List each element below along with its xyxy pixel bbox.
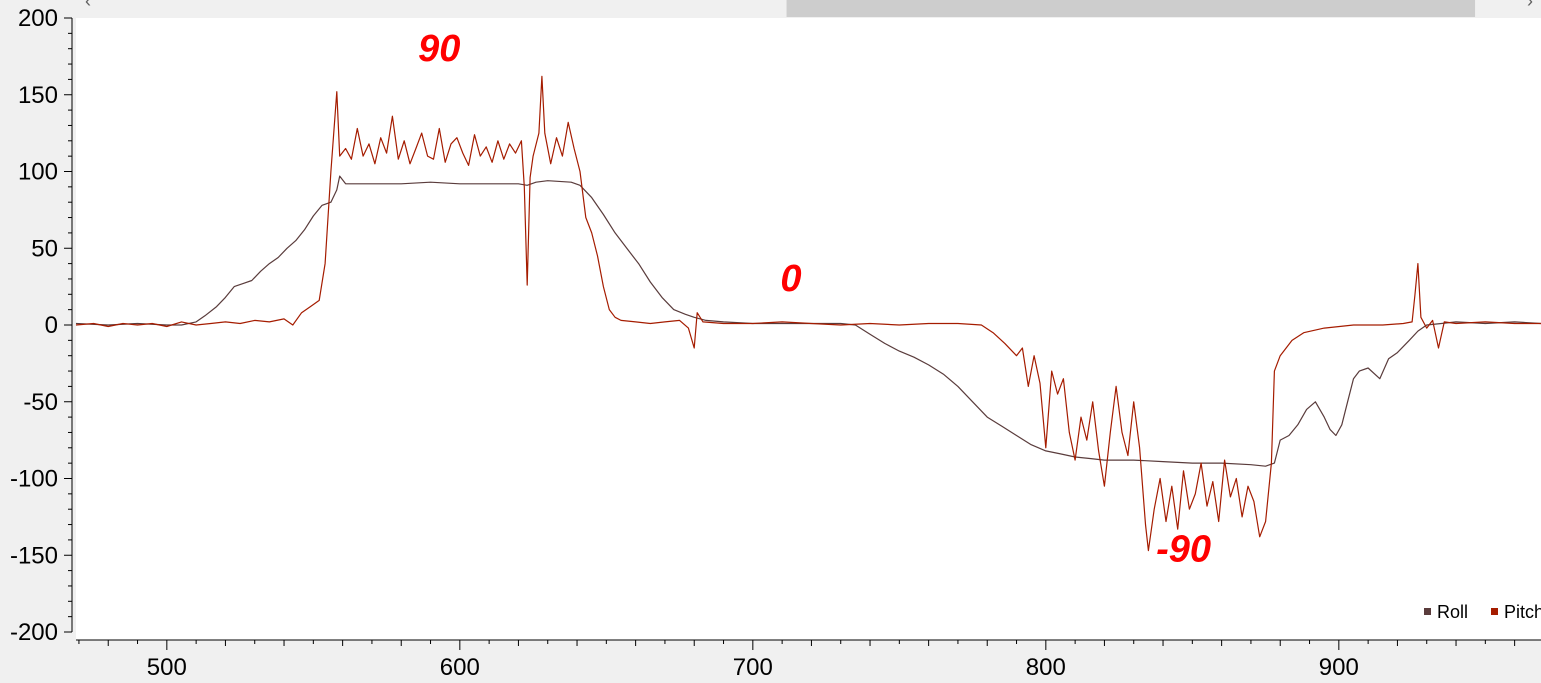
annotation-label: -90 xyxy=(1156,528,1211,570)
legend: Roll Pitch xyxy=(1424,602,1541,622)
annotation-label: 90 xyxy=(418,28,460,70)
y-tick-label: -100 xyxy=(10,466,58,493)
annotation-label: 0 xyxy=(780,258,801,300)
y-tick-label: -200 xyxy=(10,619,58,646)
legend-swatch-roll xyxy=(1424,608,1431,615)
scroll-right-arrow-icon[interactable]: › xyxy=(1527,0,1533,11)
y-tick-label: -50 xyxy=(23,389,58,416)
scrollbar-thumb[interactable] xyxy=(786,0,1476,17)
plot-area xyxy=(76,18,1541,640)
x-tick-label: 700 xyxy=(733,654,773,681)
x-tick-label: 500 xyxy=(147,654,187,681)
legend-label-roll: Roll xyxy=(1437,602,1468,622)
legend-swatch-pitch xyxy=(1491,608,1498,615)
y-tick-label: -150 xyxy=(10,542,58,569)
series-line-pitch xyxy=(75,75,1541,552)
series-line-roll xyxy=(75,175,1541,467)
x-tick-label: 600 xyxy=(440,654,480,681)
x-tick-label: 900 xyxy=(1319,654,1359,681)
scroll-left-arrow-icon[interactable]: ‹ xyxy=(85,0,91,11)
y-tick-label: 50 xyxy=(31,235,58,262)
y-tick-label: 150 xyxy=(18,82,58,109)
y-tick-label: 0 xyxy=(45,312,58,339)
horizontal-scrollbar[interactable]: ‹ › xyxy=(76,0,1541,18)
legend-label-pitch: Pitch xyxy=(1504,602,1541,622)
handwritten-annotations: 90 0 -90 xyxy=(418,28,1211,570)
y-tick-label: 200 xyxy=(18,5,58,32)
series-lines xyxy=(75,75,1541,552)
y-tick-label: 100 xyxy=(18,159,58,186)
x-tick-label: 800 xyxy=(1026,654,1066,681)
